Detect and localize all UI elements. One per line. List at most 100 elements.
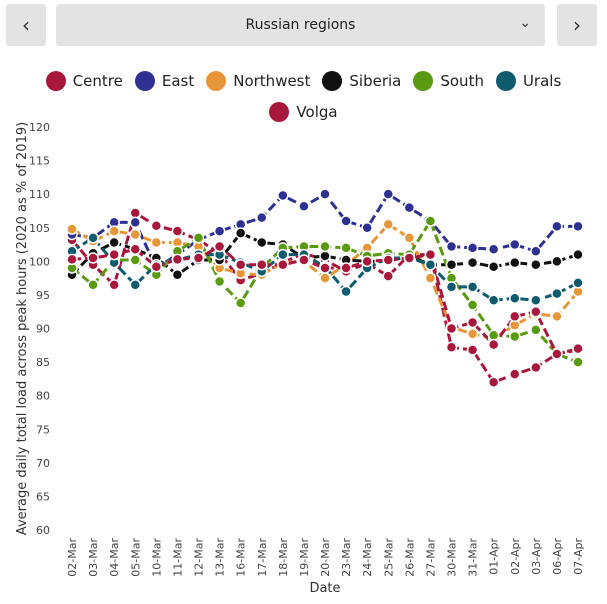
data-point-east xyxy=(572,220,584,233)
data-point-siberia xyxy=(487,260,500,273)
y-tick-label: 60 xyxy=(36,524,50,537)
data-point-east xyxy=(298,200,310,213)
data-point-siberia xyxy=(509,256,521,269)
legend-item-northwest[interactable]: Northwest xyxy=(206,68,310,94)
data-point-east xyxy=(509,238,521,251)
data-point-northwest xyxy=(466,328,479,340)
data-point-siberia xyxy=(171,269,184,281)
data-point-siberia xyxy=(234,227,247,239)
data-point-urals xyxy=(530,294,542,307)
data-point-northwest xyxy=(129,228,141,241)
legend-label: Volga xyxy=(296,103,338,121)
data-point-centre xyxy=(445,341,458,354)
y-tick-label: 65 xyxy=(36,490,50,503)
data-point-volga xyxy=(487,338,500,351)
data-point-east xyxy=(466,242,479,254)
x-tick-label: 13-Mar xyxy=(214,538,227,577)
legend-label: Centre xyxy=(72,72,123,90)
data-point-volga xyxy=(213,240,226,253)
data-point-east xyxy=(382,188,394,200)
data-point-centre xyxy=(466,344,479,356)
data-point-volga xyxy=(87,252,99,264)
data-point-urals xyxy=(445,281,458,293)
data-point-volga xyxy=(445,322,458,335)
x-tick-label: 27-Mar xyxy=(424,538,437,577)
data-point-northwest xyxy=(551,310,563,323)
data-point-south xyxy=(319,240,331,253)
y-tick-label: 100 xyxy=(29,255,50,268)
data-point-centre xyxy=(150,219,163,232)
y-tick-label: 105 xyxy=(29,222,50,235)
data-point-siberia xyxy=(530,258,542,271)
y-tick-label: 110 xyxy=(29,188,50,201)
x-tick-label: 10-Mar xyxy=(150,538,163,577)
data-point-volga xyxy=(277,258,289,271)
data-point-urals xyxy=(277,248,289,261)
data-point-urals xyxy=(572,277,584,289)
data-point-centre xyxy=(509,368,521,380)
data-point-east xyxy=(129,216,141,229)
data-point-volga xyxy=(319,262,331,274)
data-point-volga xyxy=(361,255,373,268)
data-point-south xyxy=(424,215,437,227)
x-tick-label: 01-Apr xyxy=(488,538,501,575)
data-point-urals xyxy=(424,258,437,271)
legend-marker xyxy=(322,71,343,91)
legend-marker xyxy=(134,71,155,91)
data-point-east xyxy=(277,189,289,202)
legend-item-east[interactable]: East xyxy=(134,68,194,94)
chevron-right-icon: › xyxy=(573,13,581,37)
prev-region-button[interactable]: ‹ xyxy=(6,4,46,46)
data-point-urals xyxy=(129,279,141,291)
data-point-volga xyxy=(466,316,479,329)
x-tick-label: 20-Mar xyxy=(319,538,332,577)
data-point-south xyxy=(572,356,584,368)
data-point-northwest xyxy=(403,232,416,244)
data-point-east xyxy=(361,222,373,234)
data-point-east xyxy=(403,201,416,214)
x-tick-label: 05-Mar xyxy=(129,538,142,577)
legend-marker xyxy=(206,71,227,91)
data-point-centre xyxy=(171,225,184,237)
legend-marker xyxy=(45,71,66,91)
legend-item-south[interactable]: South xyxy=(413,68,484,94)
data-point-volga xyxy=(509,310,521,323)
data-point-south xyxy=(192,232,205,244)
data-point-volga xyxy=(129,243,141,255)
y-tick-label: 70 xyxy=(36,457,50,470)
data-point-east xyxy=(256,211,268,224)
data-point-east xyxy=(487,243,500,255)
legend-item-volga[interactable]: Volga xyxy=(269,99,338,125)
data-point-volga xyxy=(424,248,437,261)
data-point-volga xyxy=(192,252,205,264)
data-point-siberia xyxy=(572,248,584,261)
x-tick-label: 31-Mar xyxy=(467,538,480,577)
legend-item-centre[interactable]: Centre xyxy=(45,68,123,94)
next-region-button[interactable]: › xyxy=(557,4,597,46)
x-tick-label: 02-Apr xyxy=(509,538,522,575)
data-point-northwest xyxy=(424,272,437,284)
x-tick-label: 11-Mar xyxy=(171,538,184,577)
y-tick-label: 85 xyxy=(36,356,50,369)
legend-item-urals[interactable]: Urals xyxy=(495,68,561,94)
data-point-volga xyxy=(150,260,163,273)
data-point-south xyxy=(234,297,247,309)
legend-item-siberia[interactable]: Siberia xyxy=(322,68,401,94)
data-point-volga xyxy=(551,348,563,360)
region-select[interactable]: Russian regions ⌄ xyxy=(56,4,545,46)
data-point-centre xyxy=(108,279,120,291)
x-tick-label: 23-Mar xyxy=(340,538,353,577)
x-tick-label: 30-Mar xyxy=(446,538,459,577)
region-select-value: Russian regions xyxy=(245,17,356,33)
data-point-northwest xyxy=(319,272,331,284)
data-point-northwest xyxy=(382,218,394,231)
legend-label: Siberia xyxy=(349,72,402,90)
chevron-left-icon: ‹ xyxy=(22,13,30,37)
x-tick-label: 26-Mar xyxy=(403,538,416,577)
x-tick-label: 03-Mar xyxy=(87,538,100,577)
data-point-south xyxy=(340,242,352,254)
x-tick-label: 18-Mar xyxy=(277,538,290,577)
x-tick-label: 24-Mar xyxy=(361,538,374,577)
data-point-northwest xyxy=(66,223,78,235)
